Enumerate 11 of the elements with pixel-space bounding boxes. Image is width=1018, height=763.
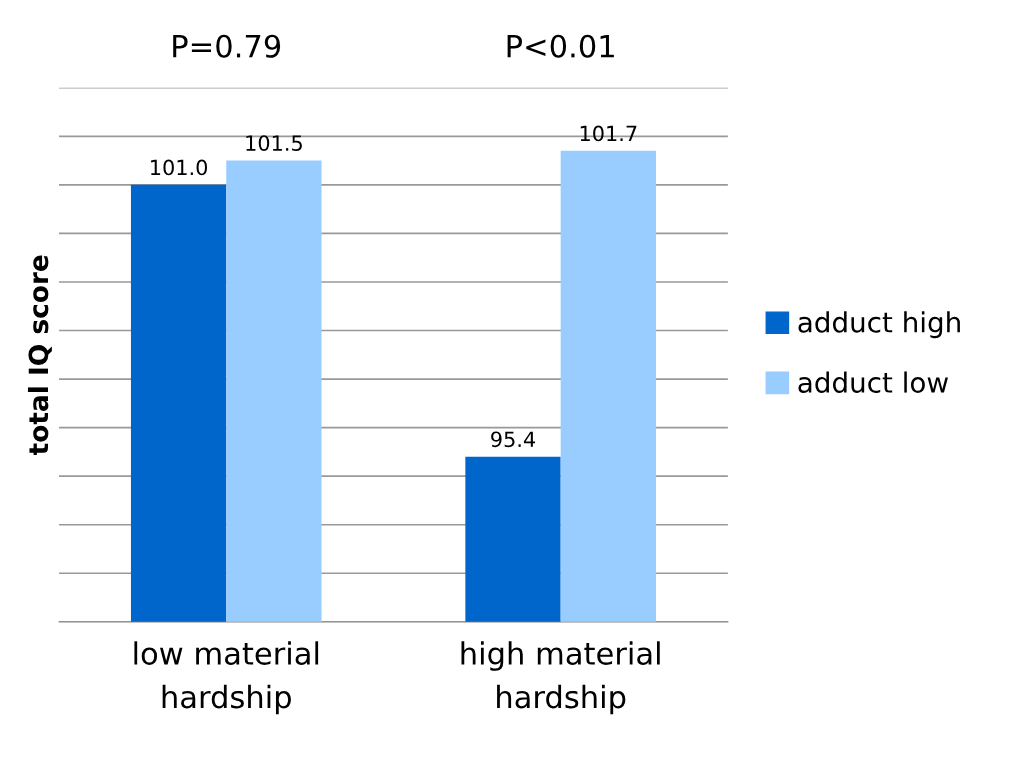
data-label: 101.7 — [580, 125, 637, 142]
data-label: 101.5 — [246, 135, 302, 151]
x-tick-label: high material hardship — [461, 641, 660, 715]
data-label: 101.0 — [151, 159, 208, 176]
text: P=0.79 — [173, 34, 281, 58]
legend-label: adduct low — [798, 371, 948, 393]
y-axis-title: total IQ score — [27, 255, 52, 456]
text: P<0.01 — [507, 34, 614, 58]
x-tick-label: low material hardship — [134, 641, 319, 715]
legend-label: adduct high — [798, 311, 960, 339]
data-label: 95.4 — [491, 431, 536, 448]
